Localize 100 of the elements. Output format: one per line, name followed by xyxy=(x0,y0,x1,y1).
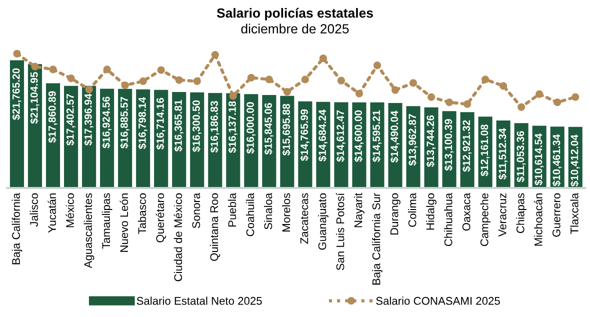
point xyxy=(536,90,544,98)
data-label: $11,512.34 xyxy=(498,128,508,180)
data-label: $16,714.16 xyxy=(156,98,166,150)
legend-label: Salario Estatal Neto 2025 xyxy=(136,296,262,305)
x-tick-label: Chiapas xyxy=(516,193,527,234)
data-label: $16,885.57 xyxy=(120,97,130,149)
point xyxy=(103,66,111,74)
x-tick-label: Baja California xyxy=(12,192,22,264)
data-label: $16,300.50 xyxy=(192,100,202,152)
x-tick-label: Sonora xyxy=(192,192,200,228)
point xyxy=(31,62,39,70)
data-label: $10,412.04 xyxy=(570,134,580,187)
point xyxy=(445,98,454,106)
point xyxy=(265,76,273,84)
x-tick-label: Coahuila xyxy=(246,192,254,236)
x-tick-label: Durango xyxy=(390,193,400,235)
x-tick-label: Colima xyxy=(408,192,416,227)
data-label: $13,962.87 xyxy=(408,114,418,166)
x-tick-label: Michoacán xyxy=(534,194,542,246)
point xyxy=(463,100,472,108)
x-tick-label: Nayarit xyxy=(354,192,364,228)
data-label: $15,845.06 xyxy=(264,103,274,155)
x-tick-label: Puebla xyxy=(228,192,236,227)
x-tick-label: Quintana Roo xyxy=(210,193,220,261)
point xyxy=(319,54,328,62)
data-label: $10,614.54 xyxy=(534,133,544,186)
x-tick-label: Yucatán xyxy=(48,194,56,233)
x-tick-label: San Luis Potosí xyxy=(336,192,344,270)
data-label: $16,137.18 xyxy=(228,101,238,153)
data-label: $14,595.21 xyxy=(372,110,382,162)
x-tick-label: Baja California Sur xyxy=(372,193,382,285)
x-tick-label: Oaxaca xyxy=(462,192,470,231)
data-label: $12,921.32 xyxy=(462,120,472,172)
data-label: $15,695.88 xyxy=(282,104,292,156)
point xyxy=(409,79,418,87)
data-label: $14,612.47 xyxy=(336,110,346,162)
data-label: $14,490.04 xyxy=(390,110,400,163)
legend-label: Salario CONASAMI 2025 xyxy=(376,296,500,305)
x-tick-label: Tabasco xyxy=(138,193,146,234)
x-tick-label: Jalisco xyxy=(30,193,38,227)
point xyxy=(572,93,580,101)
data-label: $14,765.99 xyxy=(300,109,310,161)
data-label: $16,798.14 xyxy=(138,97,148,150)
data-label: $13,100.39 xyxy=(444,119,454,171)
point xyxy=(373,62,382,70)
data-label: $17,396.94 xyxy=(84,94,94,146)
x-tick-label: Zacatecas xyxy=(300,193,308,244)
point xyxy=(175,76,183,84)
point xyxy=(554,98,562,106)
chart-subtitle: diciembre de 2025 xyxy=(241,24,349,34)
x-tick-label: Tlaxcala xyxy=(570,192,578,234)
data-label: $12,161.08 xyxy=(480,124,490,176)
x-tick-label: Nuevo León xyxy=(120,194,128,252)
point xyxy=(518,103,526,111)
x-tick-label: Tamaulipas xyxy=(102,193,112,249)
point xyxy=(391,86,400,94)
data-label: $17,402.57 xyxy=(66,94,76,146)
x-tick-label: Guerrero xyxy=(552,193,560,237)
point xyxy=(301,76,310,84)
data-label: $11,053.36 xyxy=(516,131,526,182)
point xyxy=(193,77,201,86)
point xyxy=(500,82,508,90)
data-label: $14,600.00 xyxy=(354,110,364,162)
x-tick-label: Morelos xyxy=(282,193,290,232)
data-label: $17,860.89 xyxy=(48,91,58,143)
data-label: $10,461.34 xyxy=(552,134,562,186)
bar xyxy=(10,60,24,188)
data-label: $16,000.00 xyxy=(246,102,256,154)
x-tick-label: Sinaloa xyxy=(264,192,272,230)
x-tick-label: Hidalgo xyxy=(426,193,436,230)
x-tick-label: Querétaro xyxy=(156,193,166,242)
x-tick-label: Chihuahua xyxy=(444,192,452,246)
data-label: $16,924.56 xyxy=(102,96,112,148)
point xyxy=(67,74,75,82)
data-label: $16,365.81 xyxy=(174,100,184,152)
chart-title: Salario policías estatales xyxy=(216,8,373,20)
point xyxy=(229,92,237,100)
x-tick-label: Aguascalientes xyxy=(84,193,94,268)
x-tick-label: Campeche xyxy=(480,193,490,246)
point xyxy=(139,77,147,86)
point xyxy=(85,86,93,94)
x-tick-label: Ciudad de México xyxy=(174,193,182,282)
x-tick-label: Veracruz xyxy=(498,193,506,237)
point xyxy=(121,81,129,90)
data-label: $14,684.24 xyxy=(318,110,328,162)
point xyxy=(157,66,165,74)
x-tick-label: México xyxy=(66,193,74,228)
data-label: $21,765.20 xyxy=(12,68,22,120)
x-tick-label: Guanajuato xyxy=(318,193,328,250)
data-label: $13,744.26 xyxy=(426,115,436,167)
point xyxy=(49,66,57,74)
data-label: $16,186.83 xyxy=(210,101,220,153)
point xyxy=(283,88,291,96)
data-label: $21,104.95 xyxy=(30,72,40,124)
point xyxy=(247,74,255,82)
point xyxy=(337,76,346,84)
point xyxy=(481,76,490,84)
point xyxy=(355,90,364,98)
point xyxy=(427,93,436,101)
point xyxy=(13,50,21,58)
